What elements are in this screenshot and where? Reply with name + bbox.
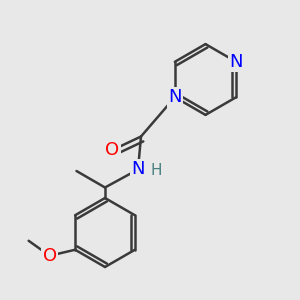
Text: N: N <box>230 53 243 71</box>
Text: O: O <box>105 141 120 159</box>
Text: N: N <box>168 88 182 106</box>
Text: N: N <box>131 160 145 178</box>
Text: O: O <box>43 247 57 265</box>
Text: H: H <box>150 163 162 178</box>
